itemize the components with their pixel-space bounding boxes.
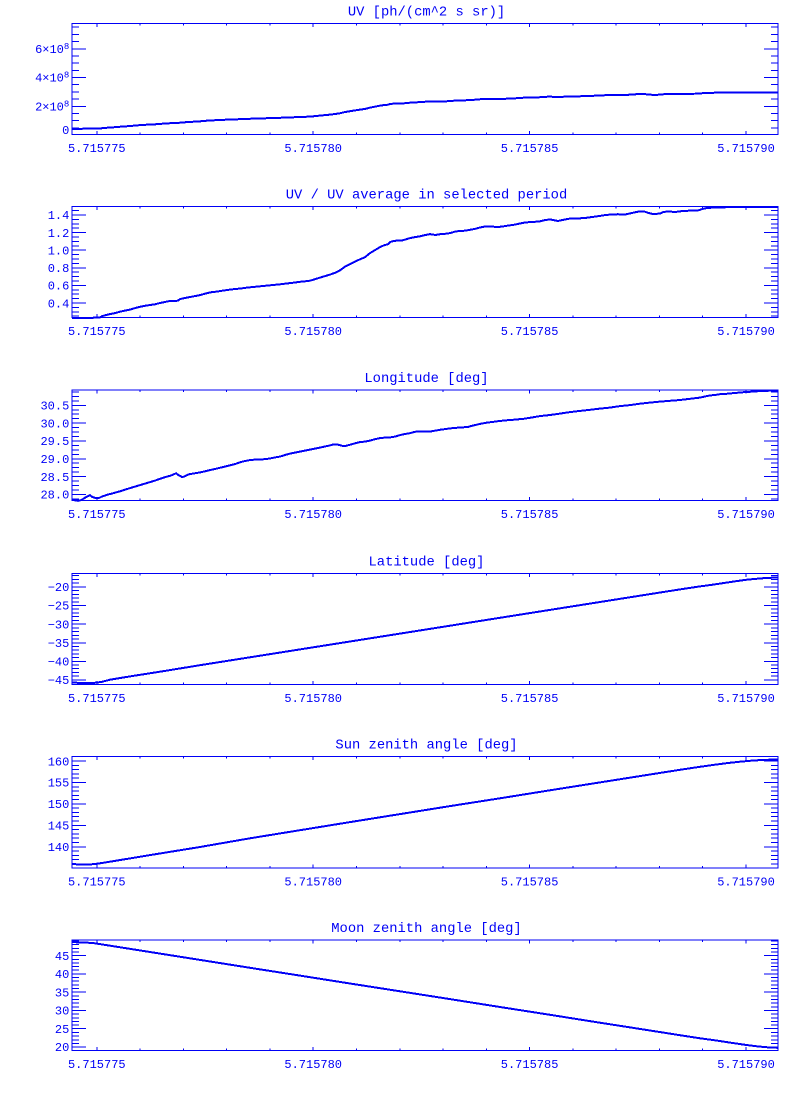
svg-text:−45: −45 xyxy=(48,674,70,688)
svg-text:25: 25 xyxy=(55,1023,69,1037)
svg-text:30.5: 30.5 xyxy=(40,400,69,414)
svg-text:5.715780: 5.715780 xyxy=(284,508,342,522)
svg-text:2×108: 2×108 xyxy=(35,99,69,114)
svg-text:5.715775: 5.715775 xyxy=(68,325,126,339)
svg-text:5.715775: 5.715775 xyxy=(68,876,126,890)
svg-text:40: 40 xyxy=(55,968,69,982)
svg-text:Latitude [deg]: Latitude [deg] xyxy=(369,554,485,570)
svg-text:35: 35 xyxy=(55,986,69,1000)
svg-text:5.715780: 5.715780 xyxy=(284,1058,342,1072)
svg-text:5.715790: 5.715790 xyxy=(717,325,775,339)
svg-text:5.715780: 5.715780 xyxy=(284,325,342,339)
svg-text:150: 150 xyxy=(48,798,70,812)
svg-text:0.8: 0.8 xyxy=(48,262,70,276)
svg-text:1.0: 1.0 xyxy=(48,244,70,258)
svg-text:5.715775: 5.715775 xyxy=(68,1058,126,1072)
svg-text:0.4: 0.4 xyxy=(48,297,70,311)
svg-text:5.715775: 5.715775 xyxy=(68,692,126,706)
svg-text:5.715790: 5.715790 xyxy=(717,508,775,522)
svg-text:4×108: 4×108 xyxy=(35,71,69,86)
svg-text:5.715780: 5.715780 xyxy=(284,692,342,706)
svg-text:30: 30 xyxy=(55,1005,69,1019)
svg-text:5.715780: 5.715780 xyxy=(284,876,342,890)
svg-text:5.715785: 5.715785 xyxy=(501,508,559,522)
svg-text:Longitude [deg]: Longitude [deg] xyxy=(364,371,488,387)
svg-text:−20: −20 xyxy=(48,581,70,595)
svg-text:5.715785: 5.715785 xyxy=(501,142,559,156)
svg-text:30.0: 30.0 xyxy=(40,417,69,431)
svg-text:28.5: 28.5 xyxy=(40,471,69,485)
svg-text:5.715785: 5.715785 xyxy=(501,876,559,890)
svg-text:0: 0 xyxy=(62,124,69,138)
svg-text:5.715775: 5.715775 xyxy=(68,142,126,156)
svg-text:0.6: 0.6 xyxy=(48,280,70,294)
svg-text:UV [ph/(cm^2 s sr)]: UV [ph/(cm^2 s sr)] xyxy=(348,5,505,21)
svg-text:5.715790: 5.715790 xyxy=(717,692,775,706)
svg-text:6×108: 6×108 xyxy=(35,42,69,57)
svg-text:140: 140 xyxy=(48,841,70,855)
svg-text:−35: −35 xyxy=(48,637,70,651)
svg-text:29.5: 29.5 xyxy=(40,435,69,449)
svg-text:5.715790: 5.715790 xyxy=(717,876,775,890)
svg-text:5.715785: 5.715785 xyxy=(501,325,559,339)
svg-text:5.715785: 5.715785 xyxy=(501,1058,559,1072)
svg-text:5.715790: 5.715790 xyxy=(717,142,775,156)
svg-text:155: 155 xyxy=(48,777,70,791)
svg-text:−30: −30 xyxy=(48,618,70,632)
svg-text:−25: −25 xyxy=(48,600,70,614)
svg-text:160: 160 xyxy=(48,755,70,769)
svg-text:28.0: 28.0 xyxy=(40,489,69,503)
svg-text:−40: −40 xyxy=(48,656,70,670)
svg-text:5.715790: 5.715790 xyxy=(717,1058,775,1072)
svg-text:UV / UV average in selected pe: UV / UV average in selected period xyxy=(286,187,568,203)
svg-text:1.2: 1.2 xyxy=(48,227,70,241)
svg-text:20: 20 xyxy=(55,1041,69,1055)
svg-text:Sun zenith angle [deg]: Sun zenith angle [deg] xyxy=(335,737,517,753)
svg-text:Moon zenith angle [deg]: Moon zenith angle [deg] xyxy=(331,921,521,937)
svg-text:5.715775: 5.715775 xyxy=(68,508,126,522)
svg-text:145: 145 xyxy=(48,820,70,834)
svg-text:29.0: 29.0 xyxy=(40,453,69,467)
svg-text:1.4: 1.4 xyxy=(48,209,70,223)
svg-text:5.715785: 5.715785 xyxy=(501,692,559,706)
svg-text:45: 45 xyxy=(55,950,69,964)
svg-text:5.715780: 5.715780 xyxy=(284,142,342,156)
